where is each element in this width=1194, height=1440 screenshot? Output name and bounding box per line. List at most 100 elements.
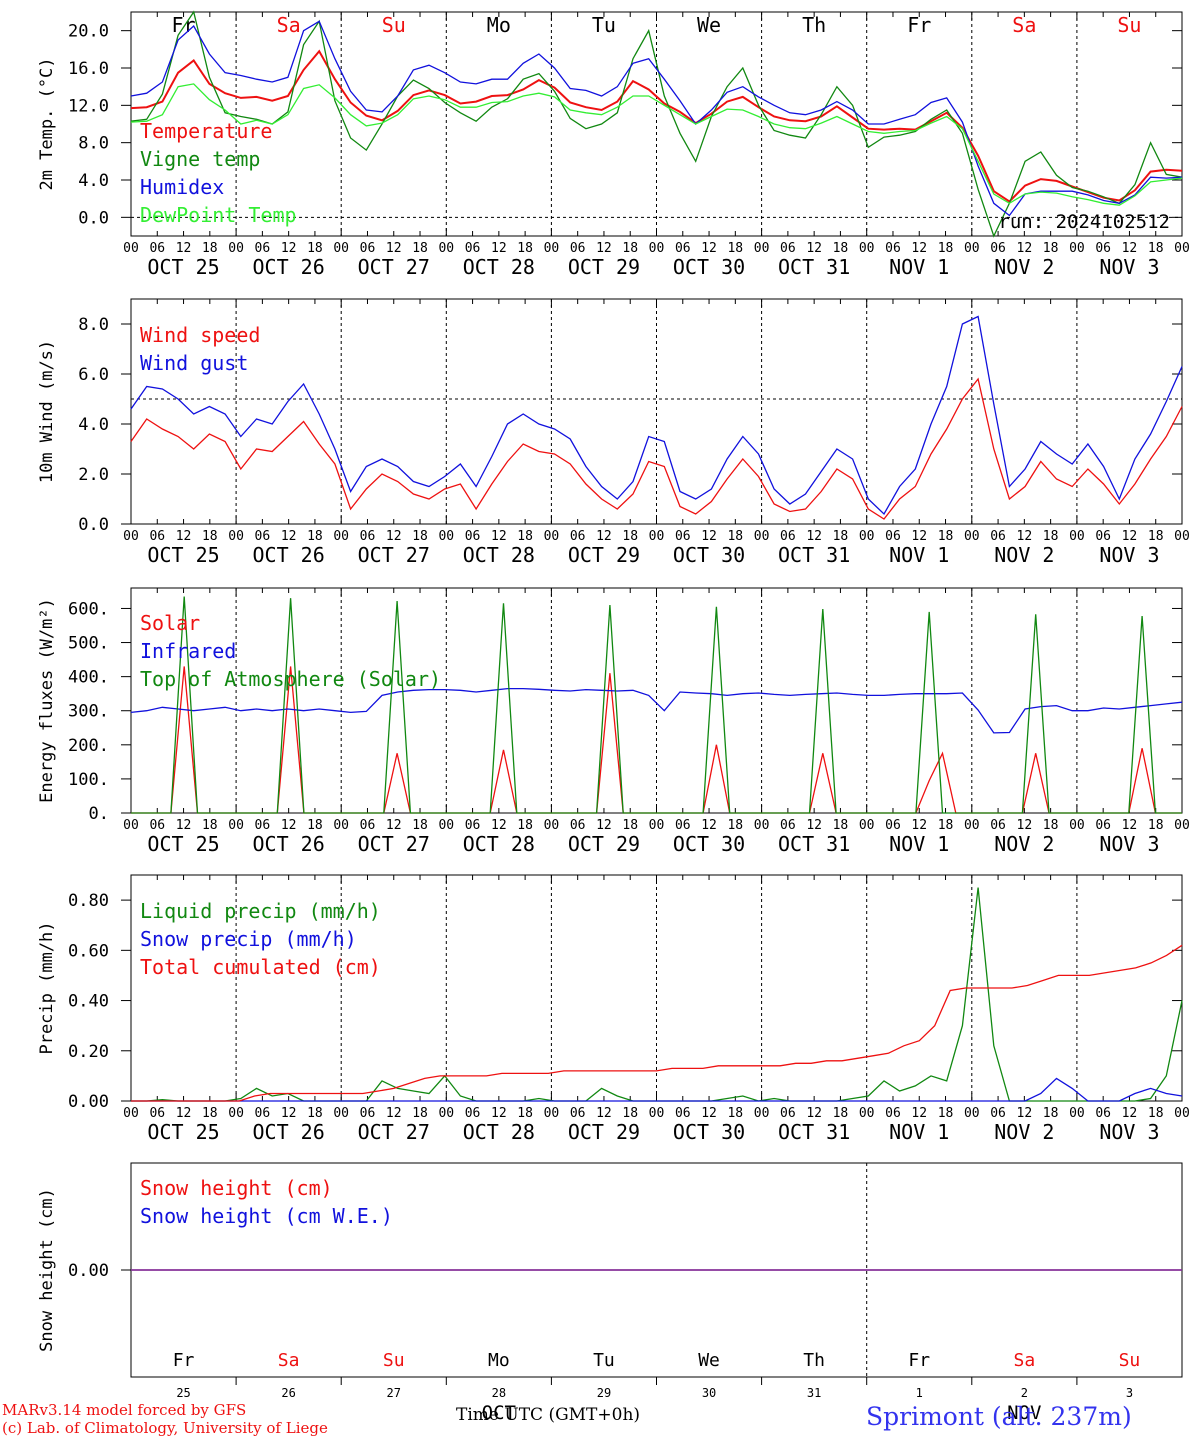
day-name-label: We [697,13,721,37]
hour-tick-label: 00 [754,1106,770,1121]
hour-tick-label: 12 [491,241,507,256]
hour-tick-label: 18 [1043,1106,1059,1121]
date-label: NOV 3 [1099,543,1159,567]
panel-precip: 0.00 0.20 0.40 0.60 0.80 Precip (mm/h) 00 06 12 1… [37,874,1190,1144]
hour-tick-label: 00 [438,1106,454,1121]
day-number-label: 2 [1021,1386,1028,1400]
hour-tick-label: 18 [517,818,533,833]
y-tick-label: 4.0 [78,415,109,435]
hour-tick-label: 18 [938,818,954,833]
station-title: Sprimont (alt. 237m) [866,1402,1132,1431]
month-label: NOV [1007,1402,1041,1424]
date-label: OCT 30 [673,1120,745,1144]
hour-tick-label: 06 [255,241,271,256]
y-axis-label: Energy fluxes (W/m²) [37,598,57,803]
hour-tick-label: 12 [596,818,612,833]
hour-tick-label: 06 [675,818,691,833]
day-name-label: Sa [278,1350,300,1371]
hour-tick-label: 12 [1017,529,1033,544]
date-label: OCT 31 [778,1120,850,1144]
hour-tick-label: 06 [1095,1106,1111,1121]
legend-entry: DewPoint Temp [140,203,297,227]
plot-frame [130,298,1183,525]
y-tick-label: 100. [68,770,109,790]
day-number-label: 28 [492,1386,506,1400]
hour-tick-label: 12 [281,1106,297,1121]
hour-tick-label: 00 [333,529,349,544]
series-line [130,20,1183,217]
run-label: run: 2024102512 [998,211,1170,233]
date-label: OCT 31 [778,255,850,279]
day-name-label: Su [1117,13,1141,37]
day-number-label: 29 [597,1386,611,1400]
y-tick-label: 0.00 [68,1092,109,1112]
hour-tick-label: 12 [176,241,192,256]
hour-tick-label: 00 [1069,241,1085,256]
hour-tick-label: 12 [806,529,822,544]
day-name-label: Su [1119,1350,1141,1371]
hour-tick-label: 06 [780,1106,796,1121]
hour-tick-label: 06 [465,241,481,256]
hour-tick-label: 00 [333,1106,349,1121]
hour-tick-label: 06 [360,818,376,833]
hour-tick-label: 06 [675,1106,691,1121]
hour-tick-label: 06 [465,1106,481,1121]
date-label: OCT 31 [778,543,850,567]
series-line [130,687,1183,734]
date-label: NOV 1 [889,1120,949,1144]
hour-tick-label: 18 [622,818,638,833]
model-credit: MARv3.14 model forced by GFS [2,1401,247,1419]
y-tick-label: 6.0 [78,365,109,385]
hour-tick-label: 00 [228,1106,244,1121]
hour-tick-label: 06 [885,529,901,544]
date-label: OCT 30 [673,832,745,856]
hour-tick-label: 06 [149,818,165,833]
hour-tick-label: 00 [1069,818,1085,833]
date-label: OCT 27 [358,832,430,856]
day-name-label: Fr [172,13,196,37]
hour-tick-label: 00 [544,241,560,256]
series-line [131,944,1183,1102]
hour-tick-label: 06 [885,1106,901,1121]
date-label: NOV 2 [994,832,1054,856]
hour-tick-label: 06 [675,529,691,544]
day-name-label: Fr [908,1350,930,1371]
y-axis-label: Snow height (cm) [37,1188,57,1352]
legend-entry: Wind gust [140,351,248,375]
series-line [130,315,1183,516]
hour-tick-label: 00 [1174,1106,1190,1121]
date-label: NOV 3 [1099,1120,1159,1144]
y-tick-label: 2.0 [78,465,109,485]
day-name-label: Th [803,1350,825,1371]
y-tick-label: 600. [68,599,109,619]
legend-entry: Snow precip (mm/h) [140,927,357,951]
y-tick-label: 400. [68,668,109,688]
hour-tick-label: 00 [544,818,560,833]
hour-tick-label: 06 [570,1106,586,1121]
hour-tick-label: 12 [281,529,297,544]
day-name-label: Mo [487,13,511,37]
hour-tick-label: 06 [465,818,481,833]
y-tick-label: 16.0 [68,59,109,79]
series-line [130,10,1183,238]
hour-tick-label: 12 [701,1106,717,1121]
y-axis-label: 2m Temp. (°C) [37,57,57,190]
legend-entry: Top of Atmosphere (Solar) [140,667,441,691]
date-label: OCT 27 [358,255,430,279]
hour-tick-label: 18 [1148,1106,1164,1121]
y-tick-label: 4.0 [78,171,109,191]
date-label: OCT 25 [147,832,219,856]
y-tick-label: 200. [68,736,109,756]
hour-tick-label: 12 [806,818,822,833]
date-label: OCT 26 [253,832,325,856]
date-label: OCT 28 [463,1120,535,1144]
y-tick-label: 12.0 [68,96,109,116]
hour-tick-label: 06 [149,241,165,256]
y-axis-label: Precip (mm/h) [37,921,57,1054]
hour-tick-label: 00 [649,818,665,833]
day-number-label: 27 [387,1386,401,1400]
hour-tick-label: 18 [622,241,638,256]
date-label: OCT 25 [147,543,219,567]
hour-tick-label: 00 [1174,529,1190,544]
hour-tick-label: 06 [780,529,796,544]
